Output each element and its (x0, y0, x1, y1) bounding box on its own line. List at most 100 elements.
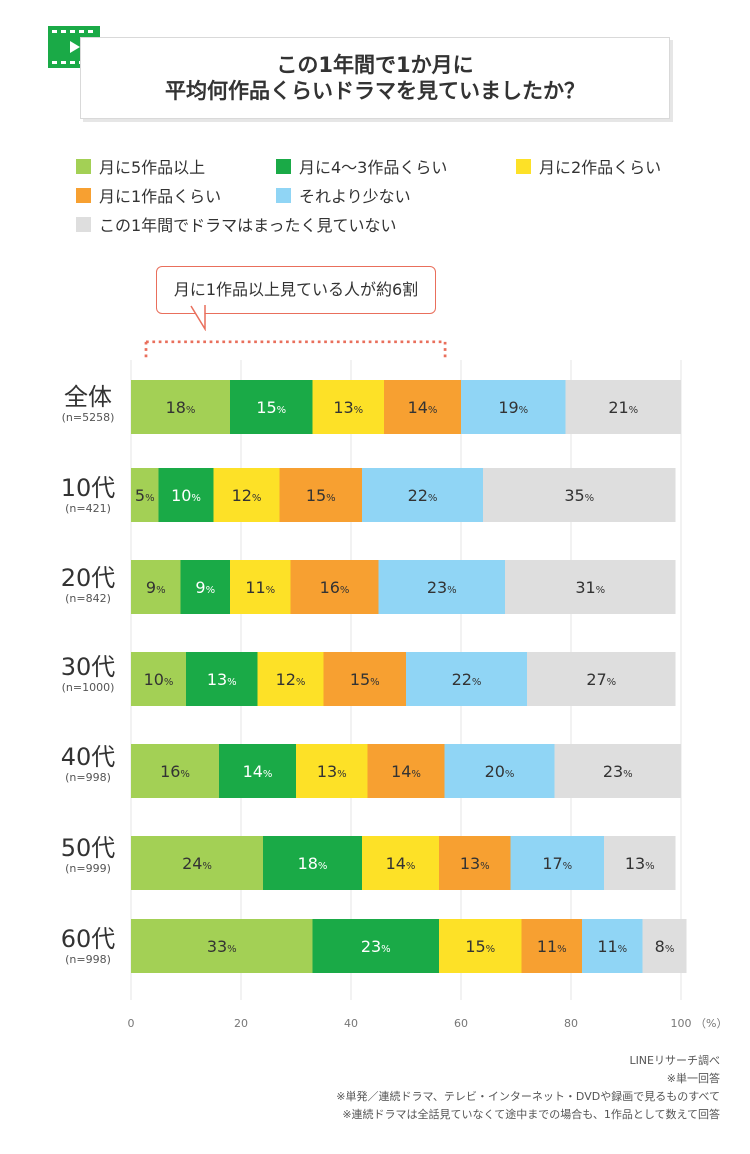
data-label: 14% (408, 398, 438, 417)
bar-segment (444, 744, 555, 798)
legend-swatch (516, 158, 531, 174)
row-label-40s: 40代 (n=998) (33, 743, 143, 785)
data-label: 10% (171, 486, 201, 505)
bar-segment (554, 744, 681, 798)
bar-segment (230, 560, 291, 614)
bar-segment (312, 380, 384, 434)
legend-item-1: 月に1作品くらい (76, 183, 221, 207)
bar-segment (527, 652, 676, 706)
bar-segment (521, 919, 582, 973)
x-tick-label: 20 (234, 1017, 248, 1030)
data-label: 14% (243, 762, 273, 781)
bar-segment (180, 560, 230, 614)
bar-segment (565, 380, 681, 434)
footer-source: LINEリサーチ調べ (629, 1054, 720, 1067)
legend-label: 月に1作品くらい (99, 187, 222, 206)
row-label-main: 10代 (60, 474, 116, 502)
data-label: 14% (386, 854, 416, 873)
footer-note: ※単発／連続ドラマ、テレビ・インターネット・DVDや録画で見るものすべて (336, 1090, 720, 1103)
legend-swatch (76, 187, 91, 203)
x-tick-label: 80 (564, 1017, 578, 1030)
callout-bracket (144, 340, 447, 359)
bar-segment (131, 836, 263, 890)
legend-label: 月に4～3作品くらい (299, 158, 448, 177)
row-label-n: (n=1000) (61, 681, 115, 694)
data-label: 15% (350, 670, 380, 689)
row-label-main: 60代 (60, 925, 116, 953)
row-label-main: 30代 (60, 653, 116, 681)
bar-segment (290, 560, 379, 614)
data-label: 13% (625, 854, 655, 873)
row-label-main: 20代 (60, 564, 116, 592)
legend-swatch (276, 187, 291, 203)
data-label: 23% (603, 762, 633, 781)
callout-box: 月に1作品以上見ている人が約6割 (156, 266, 436, 314)
bar-segment (213, 468, 280, 522)
bar-segment (362, 468, 483, 522)
data-label: 5% (135, 486, 155, 505)
data-label: 12% (232, 486, 262, 505)
legend-item-less: それより少ない (276, 183, 411, 207)
data-label: 11% (597, 937, 627, 956)
bar-segment (582, 919, 643, 973)
data-label: 8% (655, 937, 675, 956)
data-label: 16% (160, 762, 190, 781)
x-tick-label: 100 (671, 1017, 692, 1030)
data-label: 21% (608, 398, 638, 417)
legend-label: この1年間でドラマはまったく見ていない (99, 216, 397, 235)
title-line-2: 平均何作品くらいドラマを見ていましたか？ (165, 79, 585, 103)
bar-segment (257, 652, 324, 706)
bar-segment (461, 380, 566, 434)
row-label-10s: 10代 (n=421) (33, 474, 143, 516)
data-label: 13% (317, 762, 347, 781)
row-label-all: 全体 (n=5258) (33, 383, 143, 425)
bar-segment (406, 652, 527, 706)
legend-swatch (76, 216, 91, 232)
row-label-n: (n=421) (65, 502, 111, 515)
row-label-main: 全体 (64, 383, 112, 411)
data-label: 22% (408, 486, 438, 505)
bar-segment (131, 560, 181, 614)
row-label-n: (n=842) (65, 592, 111, 605)
data-label: 35% (564, 486, 594, 505)
x-tick-label: 40 (344, 1017, 358, 1030)
bar-segment (439, 836, 511, 890)
bar-segment (219, 744, 296, 798)
data-label: 19% (498, 398, 528, 417)
footer-note: ※連続ドラマは全話見ていなくて途中までの場合も、1作品として数えて回答 (342, 1108, 720, 1121)
bar-segment (131, 468, 159, 522)
bar-segment (323, 652, 406, 706)
legend-label: 月に2作品くらい (539, 158, 662, 177)
footer-notes: LINEリサーチ調べ ※単一回答 ※単発／連続ドラマ、テレビ・インターネット・D… (336, 1052, 720, 1124)
data-label: 15% (465, 937, 495, 956)
bar-segment (186, 652, 258, 706)
x-unit-label: （%） (695, 1017, 727, 1030)
data-label: 9% (195, 578, 215, 597)
legend-item-5plus: 月に5作品以上 (76, 154, 205, 178)
callout-tail (190, 305, 206, 331)
bar-segment (312, 919, 439, 973)
row-label-main: 50代 (60, 834, 116, 862)
legend-swatch (276, 158, 291, 174)
legend-label: それより少ない (299, 187, 411, 206)
data-label: 24% (182, 854, 212, 873)
legend-item-4to3: 月に4～3作品くらい (276, 154, 447, 178)
row-label-n: (n=998) (65, 771, 111, 784)
legend-label: 月に5作品以上 (99, 158, 206, 177)
data-label: 33% (207, 937, 237, 956)
x-tick-label: 0 (128, 1017, 135, 1030)
bar-segment (263, 836, 362, 890)
row-label-n: (n=999) (65, 862, 111, 875)
bar-segment (604, 836, 676, 890)
row-label-n: (n=998) (65, 953, 111, 966)
bar-segment (367, 744, 445, 798)
row-label-50s: 50代 (n=999) (33, 834, 143, 876)
data-label: 13% (460, 854, 490, 873)
data-label: 23% (361, 937, 391, 956)
bar-segment (230, 380, 313, 434)
title-line-1: この1年間で1か月に (276, 53, 474, 77)
bar-segment (158, 468, 214, 522)
row-label-30s: 30代 (n=1000) (33, 653, 143, 695)
data-label: 23% (427, 578, 457, 597)
stacked-bar-chart: 0 20 40 60 80 100 （%） 18% 15% 13% 14% 19% 21% 5% 10% 12… (128, 360, 727, 1030)
